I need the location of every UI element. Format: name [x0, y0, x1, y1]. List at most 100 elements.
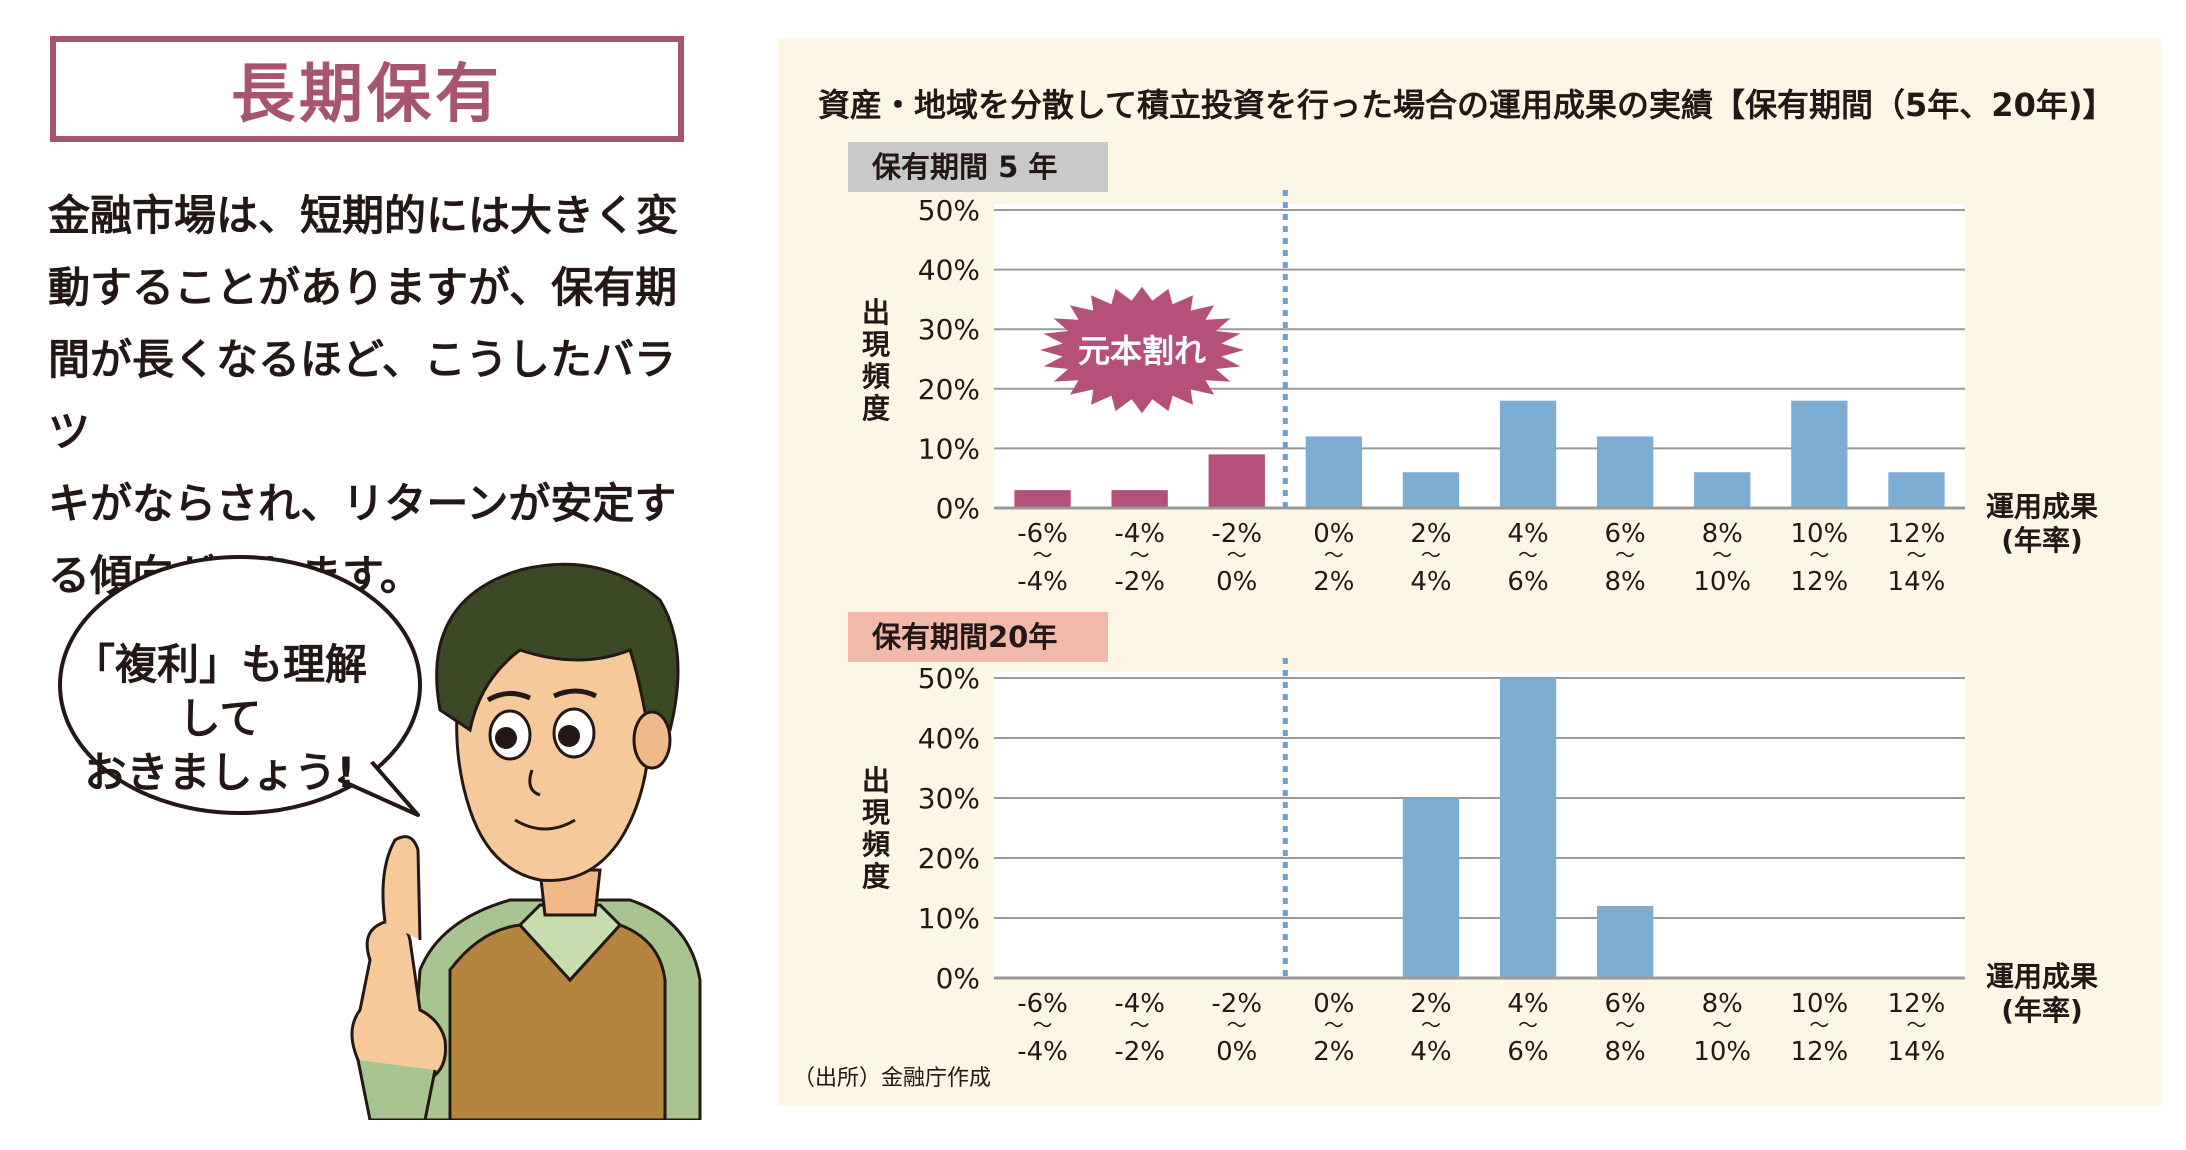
- x-tick-label-top: -2%: [1211, 519, 1262, 549]
- x-tick-label-top: 4%: [1507, 989, 1548, 1019]
- x-axis-label: 運用成果: [1986, 490, 2098, 523]
- x-tick-label-top: 8%: [1702, 519, 1743, 549]
- x-tick-label-top: 6%: [1605, 519, 1646, 549]
- x-tick-tilde: ～: [1906, 543, 1926, 567]
- x-tick-tilde: ～: [1906, 1013, 1926, 1037]
- x-tick-label-top: -2%: [1211, 989, 1262, 1019]
- bar: [1596, 906, 1654, 978]
- x-axis-label: 運用成果: [1986, 960, 2098, 993]
- y-tick-label: 0%: [936, 492, 980, 525]
- y-axis-label: 度: [862, 392, 890, 425]
- bar: [1694, 472, 1751, 508]
- x-tick-label-bottom: 12%: [1790, 1037, 1848, 1067]
- x-tick-tilde: ～: [1033, 1013, 1053, 1037]
- x-tick-label-top: 10%: [1790, 989, 1848, 1019]
- x-tick-label-top: 12%: [1888, 989, 1946, 1019]
- y-tick-label: 10%: [918, 432, 980, 465]
- x-tick-label-top: 6%: [1605, 989, 1646, 1019]
- x-tick-label-bottom: 0%: [1216, 1037, 1257, 1067]
- loss-starburst: [1040, 286, 1244, 414]
- body-line: キがならされ、リターンが安定す: [48, 479, 677, 528]
- x-tick-label-top: 12%: [1888, 519, 1946, 549]
- x-tick-label-bottom: 4%: [1410, 567, 1451, 597]
- bar: [1111, 490, 1168, 508]
- x-tick-tilde: ～: [1130, 543, 1150, 567]
- y-tick-label: 40%: [918, 722, 980, 755]
- x-tick-label-top: -6%: [1017, 519, 1068, 549]
- loss-annotation: 元本割れ: [1078, 332, 1206, 370]
- bar: [1888, 472, 1945, 508]
- x-tick-tilde: ～: [1033, 543, 1053, 567]
- x-tick-label-top: -4%: [1114, 989, 1165, 1019]
- bar: [1208, 454, 1265, 508]
- bar: [1014, 490, 1071, 508]
- y-axis-label: 度: [862, 860, 890, 893]
- y-axis-label: 現: [862, 796, 890, 829]
- x-tick-tilde: ～: [1809, 543, 1829, 567]
- y-tick-label: 40%: [918, 254, 980, 287]
- x-tick-label-top: 2%: [1410, 519, 1451, 549]
- bar: [1305, 436, 1363, 508]
- y-tick-label: 30%: [918, 782, 980, 815]
- x-tick-label-bottom: 4%: [1410, 1037, 1451, 1067]
- x-tick-label-bottom: -4%: [1017, 1037, 1068, 1067]
- y-axis-label: 頻: [862, 360, 890, 393]
- x-tick-label-top: 2%: [1410, 989, 1451, 1019]
- x-axis-label: (年率): [2001, 994, 2083, 1027]
- x-axis-label: (年率): [2001, 524, 2083, 557]
- x-tick-label-bottom: 8%: [1605, 1037, 1646, 1067]
- body-text: 金融市場は、短期的には大きく変 動することがありますが、保有期 間が長くなるほど…: [48, 180, 698, 612]
- bar: [1499, 678, 1557, 978]
- x-tick-label-bottom: 2%: [1313, 567, 1354, 597]
- bar: [1402, 472, 1460, 508]
- x-tick-label-top: 0%: [1313, 519, 1354, 549]
- x-tick-tilde: ～: [1712, 1013, 1732, 1037]
- x-tick-label-bottom: -2%: [1114, 567, 1165, 597]
- x-tick-label-bottom: -2%: [1114, 1037, 1165, 1067]
- man-figure: [350, 562, 702, 1120]
- source-note: （出所）金融庁作成: [793, 1066, 992, 1091]
- x-tick-tilde: ～: [1324, 543, 1344, 567]
- y-axis-label: 頻: [862, 828, 890, 861]
- x-tick-tilde: ～: [1809, 1013, 1829, 1037]
- section-title: 長期保有: [231, 58, 503, 132]
- y-tick-label: 20%: [918, 373, 980, 406]
- y-tick-label: 50%: [918, 662, 980, 695]
- x-tick-label-bottom: 14%: [1888, 1037, 1946, 1067]
- x-tick-label-top: -4%: [1114, 519, 1165, 549]
- y-axis-label: 出: [862, 296, 890, 329]
- chart1-title: 保有期間 5 年: [848, 142, 1108, 192]
- x-tick-tilde: ～: [1615, 1013, 1635, 1037]
- y-axis-label: 出: [862, 764, 890, 797]
- body-line: 間が長くなるほど、こうしたバラツ: [48, 335, 676, 456]
- x-tick-label-bottom: 6%: [1507, 1037, 1548, 1067]
- body-line: 金融市場は、短期的には大きく変: [48, 191, 679, 240]
- person-illustration: [58, 555, 702, 1120]
- x-tick-tilde: ～: [1227, 543, 1247, 567]
- y-tick-label: 10%: [918, 902, 980, 935]
- x-tick-label-top: 0%: [1313, 989, 1354, 1019]
- bubble-line: 「複利」も理解して: [72, 640, 367, 743]
- speech-bubble: [58, 555, 422, 817]
- x-tick-label-top: 8%: [1702, 989, 1743, 1019]
- x-tick-label-bottom: 6%: [1507, 567, 1548, 597]
- x-tick-label-top: 4%: [1507, 519, 1548, 549]
- x-tick-label-bottom: 10%: [1693, 1037, 1751, 1067]
- x-tick-label-bottom: 8%: [1605, 567, 1646, 597]
- x-tick-tilde: ～: [1421, 1013, 1441, 1037]
- speech-bubble-text: 「複利」も理解して おきましょう!: [70, 638, 370, 800]
- x-tick-tilde: ～: [1324, 1013, 1344, 1037]
- chart2-title: 保有期間20年: [848, 612, 1108, 662]
- x-tick-label-bottom: 12%: [1790, 567, 1848, 597]
- x-tick-tilde: ～: [1518, 1013, 1538, 1037]
- section-title-box: 長期保有: [50, 36, 684, 142]
- x-tick-label-bottom: 14%: [1888, 567, 1946, 597]
- x-tick-tilde: ～: [1615, 543, 1635, 567]
- y-tick-label: 20%: [918, 842, 980, 875]
- x-tick-label-bottom: 0%: [1216, 567, 1257, 597]
- y-axis-label: 現: [862, 328, 890, 361]
- bar: [1791, 400, 1848, 508]
- body-line: 動することがありますが、保有期: [48, 263, 678, 312]
- x-tick-tilde: ～: [1421, 543, 1441, 567]
